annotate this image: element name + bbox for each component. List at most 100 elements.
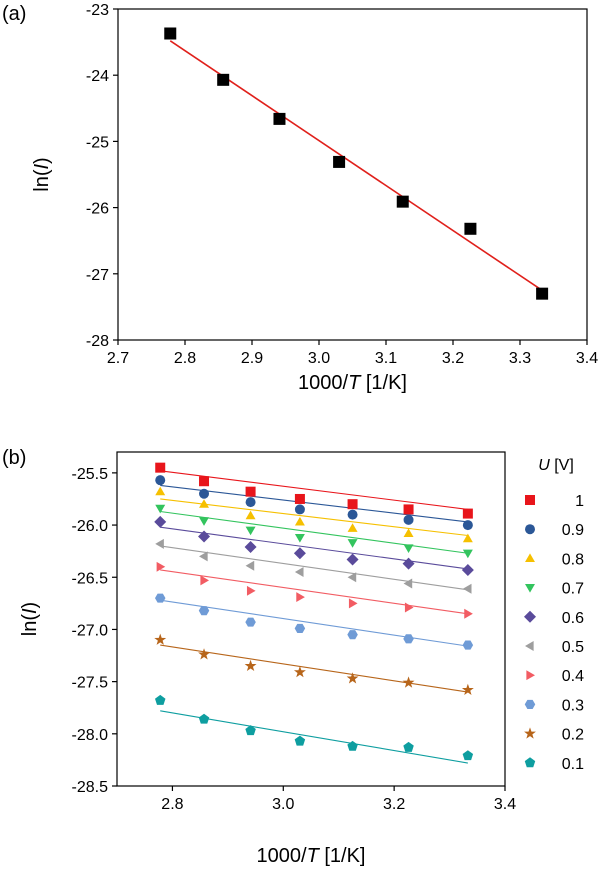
chart-a-plot-frame (117, 8, 588, 341)
data-point (156, 561, 166, 572)
data-point (294, 493, 305, 504)
legend-marker (526, 670, 535, 681)
data-point (245, 526, 256, 536)
data-point (154, 633, 167, 645)
legend-marker (524, 757, 536, 768)
data-point (536, 287, 549, 300)
data-point (294, 533, 305, 543)
chart-b-y-tick-label: -27.0 (72, 622, 109, 639)
chart-b-y-tick-label: -28.5 (72, 779, 109, 796)
chart-a-x-tick-label: 2.9 (241, 350, 263, 367)
data-point (198, 606, 210, 616)
data-point (217, 73, 230, 86)
data-point (346, 672, 359, 684)
data-point (200, 575, 210, 586)
data-point (462, 583, 472, 594)
data-point (199, 551, 208, 562)
fit-line (160, 710, 468, 764)
data-point (396, 195, 409, 208)
data-point (198, 713, 210, 724)
chart-a-x-tick-label: 3.0 (308, 350, 330, 367)
chart-a: (a) 2.7 2.8 2.9 3.0 3.1 3.2 3.3 3.4 -23 -24 -25 -26… (2, 2, 598, 394)
data-point (347, 539, 358, 548)
legend-marker (525, 583, 535, 593)
data-point (198, 530, 211, 543)
data-point (155, 475, 166, 486)
chart-b-y-tick-label: -28.0 (72, 727, 109, 744)
data-point (462, 508, 473, 519)
data-point (199, 488, 210, 499)
data-point (244, 659, 257, 672)
panel-label-b: (b) (2, 447, 26, 469)
legend-label: 0.8 (562, 551, 584, 568)
chart-a-x-axis-title: 1000/T [1/K] (298, 372, 407, 394)
legend-label: 0.1 (562, 756, 584, 773)
chart-a-y-tick-label: -24 (86, 68, 109, 85)
legend-marker (525, 495, 535, 505)
legend-marker (525, 641, 534, 651)
legend-marker (525, 524, 535, 535)
chart-b-x-tick-label: 3.4 (494, 796, 516, 813)
fit-line (160, 599, 468, 647)
data-point (296, 592, 305, 603)
fit-line (160, 644, 468, 693)
data-point (403, 504, 414, 515)
data-point (245, 486, 256, 497)
fit-line (160, 545, 468, 591)
fit-line (160, 569, 468, 615)
fit-line (160, 470, 468, 510)
data-point (245, 617, 256, 627)
legend-marker (524, 610, 536, 623)
chart-b-x-axis-title: 1000/T [1/K] (257, 845, 366, 867)
data-point (402, 557, 415, 570)
data-point (199, 517, 209, 526)
data-point (245, 497, 256, 508)
chart-a-y-axis-title: ln(I) (31, 157, 53, 191)
legend-label: 0.6 (562, 610, 584, 627)
chart-a-x-tick-label: 3.4 (576, 350, 598, 367)
data-point (293, 665, 306, 678)
data-point (404, 602, 414, 613)
chart-b-x-tick-label: 2.8 (161, 796, 183, 813)
chart-b-y-tick-label: -26.5 (72, 570, 109, 587)
fit-line (160, 526, 468, 570)
data-point (154, 593, 166, 603)
data-point (347, 509, 358, 520)
data-point (199, 499, 209, 508)
data-point (462, 640, 474, 650)
data-point (294, 504, 305, 515)
legend-label: 0.7 (562, 581, 584, 598)
chart-a-y-tick-label: -28 (86, 333, 109, 350)
chart-b-x-tick-label: 3.2 (383, 796, 405, 813)
fit-line (160, 498, 468, 537)
data-point (462, 533, 473, 543)
chart-a-y-tick-label: -27 (86, 267, 109, 284)
data-point (346, 553, 359, 566)
data-point (403, 528, 414, 538)
data-point (273, 112, 286, 125)
legend-label: 0.9 (562, 522, 584, 539)
data-point (403, 544, 414, 554)
data-point (164, 27, 177, 40)
legend-marker (524, 727, 536, 739)
chart-a-y-tick-label: -25 (86, 134, 109, 151)
chart-b-points (154, 462, 474, 761)
data-point (293, 547, 306, 560)
legend-label: 1 (575, 493, 584, 510)
data-point (464, 608, 473, 619)
chart-a-y-tick-label: -23 (86, 2, 109, 19)
data-point (155, 462, 166, 473)
chart-b-legend: U [V] 1 0.9 0.8 0.7 0.6 0.5 0.4 0.3 0.2 0.1 (524, 457, 584, 773)
legend-marker (525, 553, 535, 563)
data-point (294, 735, 306, 746)
data-point (333, 155, 346, 168)
data-point (461, 683, 474, 696)
legend-label: 0.3 (562, 697, 584, 714)
data-point (154, 515, 167, 528)
chart-b: (b) 2.8 3.0 3.2 3.4 -25.5 -26.0 -26.5 -27.0 -27.… (2, 447, 584, 867)
data-point (198, 648, 210, 660)
data-point (155, 504, 166, 514)
data-point (155, 694, 166, 705)
chart-a-x-tick-label: 2.7 (107, 350, 129, 367)
chart-b-axes: 2.8 3.0 3.2 3.4 -25.5 -26.0 -26.5 -27.0 -27.5 -28… (72, 451, 516, 813)
